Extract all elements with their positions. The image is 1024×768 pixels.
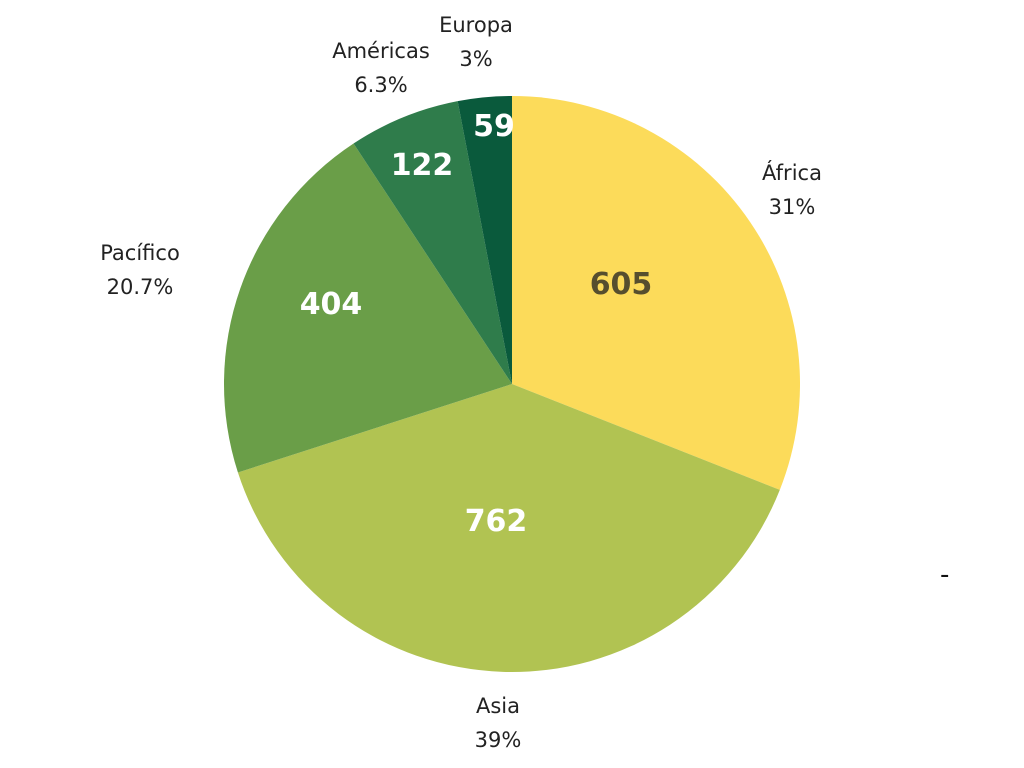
pie-slice-americas bbox=[353, 101, 512, 385]
pie-slice-europa bbox=[457, 96, 512, 384]
value-label-pacifico: 404 bbox=[300, 287, 363, 322]
category-label-pacifico: Pacífico bbox=[100, 241, 180, 265]
value-label-asia: 762 bbox=[465, 504, 528, 539]
percent-label-pacifico: 20.7% bbox=[107, 275, 174, 299]
category-label-europa: Europa bbox=[439, 13, 513, 37]
percent-label-africa: 31% bbox=[769, 195, 816, 219]
percent-label-americas: 6.3% bbox=[354, 73, 407, 97]
pie-slice-asia bbox=[237, 384, 780, 672]
value-label-americas: 122 bbox=[391, 148, 454, 183]
category-label-asia: Asia bbox=[476, 694, 520, 718]
pie-slice-pacifico bbox=[223, 143, 512, 473]
category-label-americas: Américas bbox=[332, 39, 430, 63]
value-label-africa: 605 bbox=[590, 267, 653, 302]
category-label-africa: África bbox=[762, 160, 822, 185]
percent-label-asia: 39% bbox=[475, 728, 522, 752]
pie-slice-africa bbox=[512, 96, 800, 490]
percent-label-europa: 3% bbox=[459, 47, 492, 71]
value-label-europa: 59 bbox=[473, 109, 515, 144]
stray-dash: - bbox=[940, 560, 950, 590]
